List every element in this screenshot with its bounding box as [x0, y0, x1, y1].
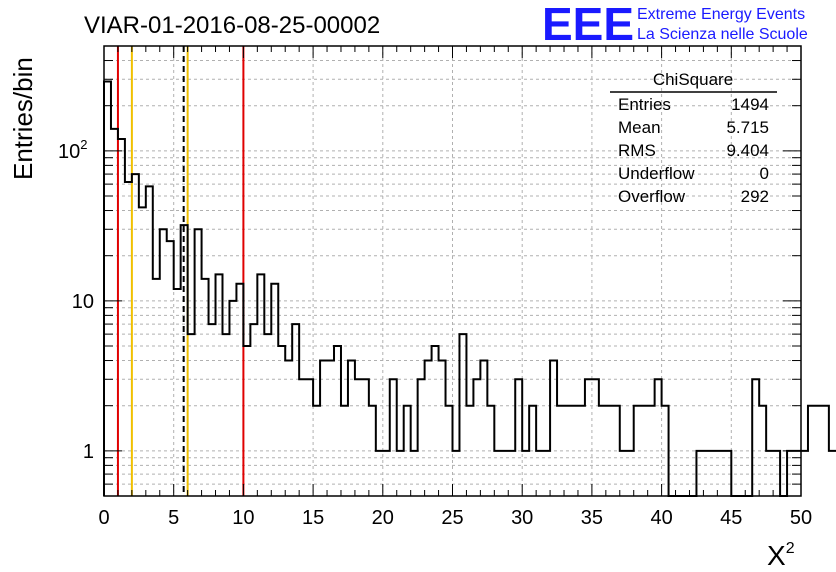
x-tick-label: 40	[650, 507, 672, 529]
y-tick-label: 102	[58, 137, 87, 163]
eee-logo-line2: La Scienza nelle Scuole	[637, 26, 808, 43]
eee-logo: EEE Extreme Energy Events La Scienza nel…	[542, 0, 808, 50]
x-tick-labels: 0 5 10 15 20 25 30 35 40 45 50	[98, 507, 812, 529]
y-tick-label: 1	[83, 441, 94, 463]
x-tick-label: 5	[168, 507, 179, 529]
eee-logo-mark: EEE	[542, 0, 634, 50]
stats-value: 5.715	[726, 118, 769, 137]
x-tick-label: 30	[511, 507, 533, 529]
x-tick-label: 45	[720, 507, 742, 529]
stats-value: 0	[760, 164, 769, 183]
y-axis-label: Entries/bin	[8, 57, 38, 180]
x-tick-label: 35	[581, 507, 603, 529]
stats-value: 1494	[731, 95, 769, 114]
stats-value: 292	[741, 187, 769, 206]
stats-label: Mean	[618, 118, 661, 137]
axis-ticks	[103, 46, 802, 496]
x-tick-label: 15	[302, 507, 324, 529]
y-tick-labels: 1 10 102	[58, 137, 94, 463]
stats-label: Underflow	[618, 164, 695, 183]
stats-value: 9.404	[726, 141, 769, 160]
x-axis-label-sup: 2	[786, 540, 795, 557]
x-tick-label: 50	[790, 507, 812, 529]
x-tick-label: 20	[372, 507, 394, 529]
stats-rows: Entries 1494 Mean 5.715 RMS 9.404 Underflow 0 Ov…	[618, 95, 769, 206]
x-tick-label: 0	[98, 507, 109, 529]
chart-title: VIAR-01-2016-08-25-00002	[84, 12, 380, 39]
x-tick-label: 10	[232, 507, 254, 529]
stats-box: ChiSquare Entries 1494 Mean 5.715 RMS 9.404 Un…	[610, 70, 777, 206]
x-axis-label-base: X	[767, 540, 786, 571]
stats-title: ChiSquare	[653, 70, 733, 89]
histogram-series	[103, 80, 836, 497]
stats-label: RMS	[618, 141, 656, 160]
stats-label: Overflow	[618, 187, 686, 206]
x-axis-label: X2	[767, 540, 795, 571]
eee-logo-line1: Extreme Energy Events	[637, 6, 805, 23]
y-tick-label: 10	[72, 291, 94, 313]
grid-layer	[104, 46, 801, 496]
x-tick-label: 25	[441, 507, 463, 529]
reference-lines	[116, 46, 245, 496]
stats-label: Entries	[618, 95, 671, 114]
